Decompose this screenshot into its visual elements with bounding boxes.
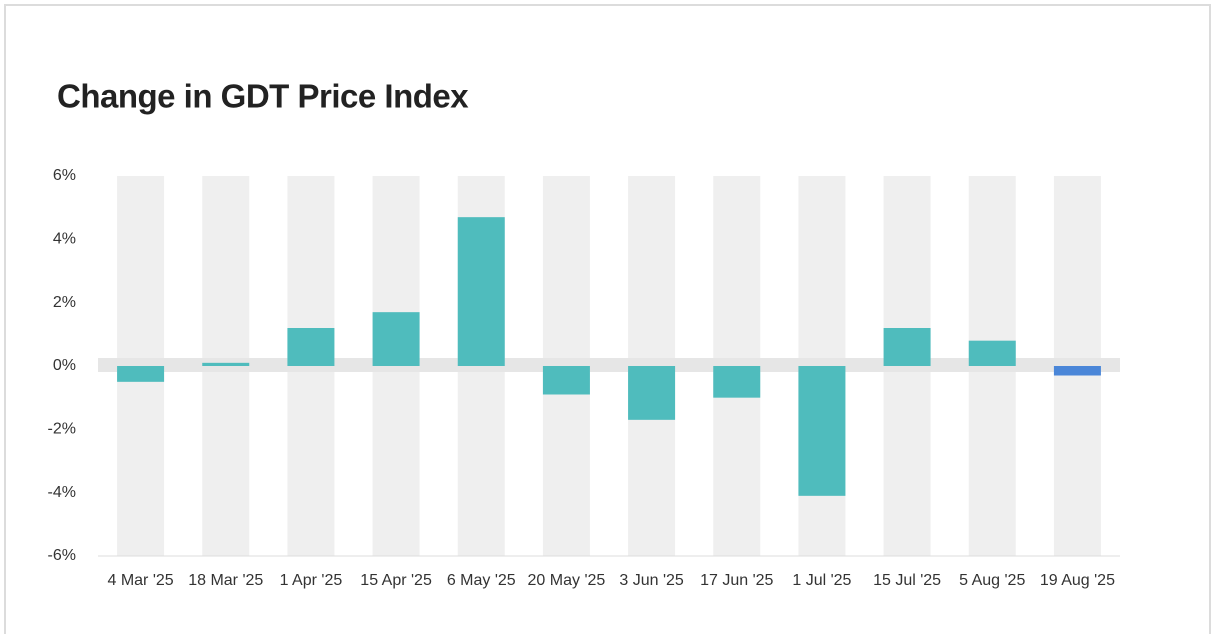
- x-tick-label: 19 Aug '25: [1040, 572, 1115, 589]
- chart-title: Change in GDT Price Index: [57, 78, 469, 115]
- x-tick-label: 1 Jul '25: [792, 572, 851, 589]
- y-tick-label: -6%: [48, 547, 76, 564]
- x-tick-label: 6 May '25: [447, 572, 516, 589]
- x-tick-label: 1 Apr '25: [280, 572, 343, 589]
- bar: [883, 328, 931, 366]
- bar: [117, 366, 165, 382]
- x-tick-label: 5 Aug '25: [959, 572, 1025, 589]
- bar: [202, 362, 250, 366]
- y-tick-label: 0%: [53, 357, 76, 374]
- y-tick-label: -4%: [48, 484, 76, 501]
- y-tick-label: 6%: [53, 167, 76, 184]
- x-tick-label: 20 May '25: [528, 572, 606, 589]
- bar: [628, 366, 676, 420]
- x-tick-label: 3 Jun '25: [619, 572, 684, 589]
- y-tick-label: 2%: [53, 294, 76, 311]
- x-tick-label: 4 Mar '25: [107, 572, 173, 589]
- bar: [372, 312, 420, 366]
- zero-band: [98, 358, 1120, 372]
- bar: [287, 328, 335, 366]
- bar: [1053, 366, 1101, 376]
- x-tick-label: 15 Apr '25: [360, 572, 432, 589]
- bar: [713, 366, 761, 398]
- y-tick-label: -2%: [48, 421, 76, 438]
- bar: [542, 366, 590, 395]
- y-tick-label: 4%: [53, 231, 76, 248]
- x-tick-label: 18 Mar '25: [188, 572, 263, 589]
- x-tick-label: 15 Jul '25: [873, 572, 941, 589]
- bar: [457, 217, 505, 366]
- x-tick-label: 17 Jun '25: [700, 572, 773, 589]
- bar: [798, 366, 846, 496]
- bar: [968, 340, 1016, 366]
